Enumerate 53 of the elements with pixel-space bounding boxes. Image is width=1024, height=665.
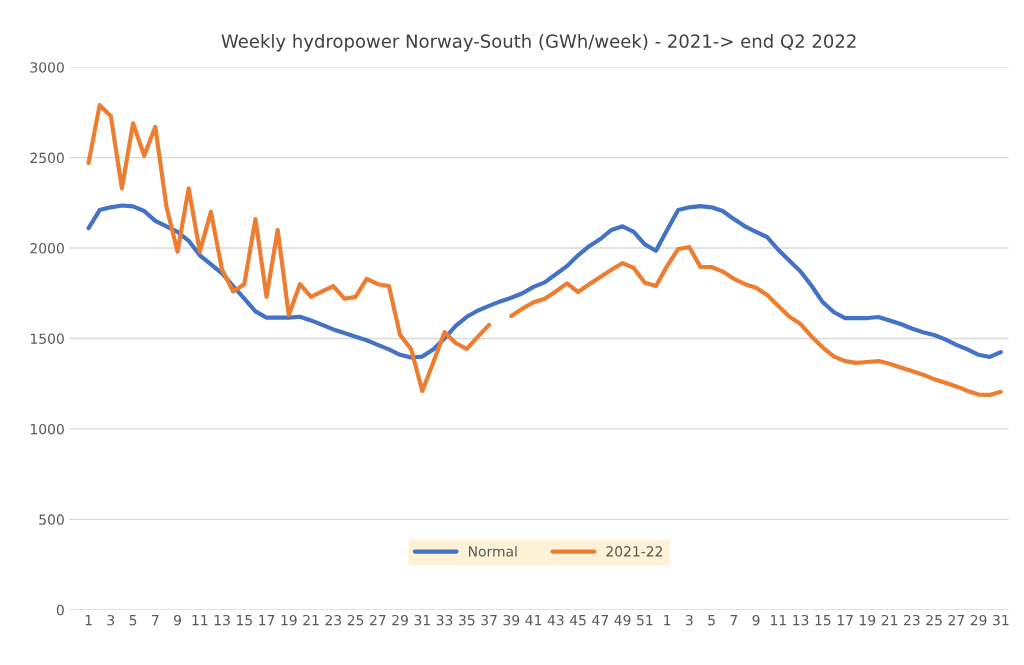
x-tick-label: 25	[347, 614, 364, 626]
x-tick-label: 21	[303, 614, 319, 626]
x-tick-label: 33	[436, 614, 453, 626]
x-tick-label: 35	[459, 614, 475, 626]
x-tick-label: 25	[926, 614, 942, 626]
x-tick-label: 27	[369, 614, 386, 626]
x-tick-label: 39	[503, 614, 520, 626]
y-tick-label: 2000	[30, 243, 64, 254]
x-tick-label: 3	[107, 614, 115, 626]
x-tick-label: 45	[569, 615, 586, 626]
y-tick-label: 0	[56, 604, 64, 616]
x-tick-label: 51	[637, 615, 653, 626]
chart-title: Weekly hydropower Norway-South (GWh/week) - 2021-> end Q2 2022	[221, 34, 856, 52]
y-tick-label: 1000	[30, 423, 64, 435]
x-tick-label: 37	[481, 614, 497, 626]
x-tick-label: 43	[547, 614, 564, 626]
x-tick-label: 9	[174, 614, 181, 626]
x-tick-label: 29	[970, 614, 987, 626]
x-tick-label: 13	[793, 614, 809, 626]
x-tick-label: 19	[281, 614, 297, 626]
x-tick-label: 11	[192, 615, 208, 626]
y-tick-label: 3000	[30, 62, 64, 73]
x-tick-label: 19	[860, 614, 876, 626]
line-series	[86, 203, 1003, 360]
x-tick-label: 49	[614, 614, 631, 626]
x-tick-label: 1	[664, 615, 671, 626]
x-tick-label: 31	[414, 614, 430, 626]
x-tick-label: 27	[948, 614, 964, 626]
x-tick-label: 7	[730, 615, 738, 626]
x-tick-label: 13	[214, 614, 230, 626]
legend-label: Normal	[468, 545, 517, 557]
x-tick-label: 15	[236, 615, 252, 626]
y-tick-label: 2500	[30, 152, 64, 164]
legend-label: 2021-22	[606, 546, 663, 557]
x-tick-label: 23	[325, 614, 342, 626]
x-tick-label: 23	[904, 614, 920, 626]
x-tick-label: 29	[392, 614, 408, 626]
x-tick-label: 11	[771, 615, 786, 626]
x-tick-label: 41	[525, 615, 542, 626]
x-tick-label: 1	[85, 615, 92, 626]
y-tick-label: 1500	[30, 333, 64, 344]
x-tick-label: 21	[881, 614, 898, 626]
x-tick-label: 17	[837, 615, 853, 626]
x-tick-label: 17	[259, 615, 275, 626]
x-tick-label: 31	[993, 614, 1009, 626]
x-tick-label: 5	[129, 615, 137, 626]
x-tick-label: 15	[815, 615, 831, 626]
x-tick-label: 7	[152, 615, 159, 626]
x-tick-label: 5	[708, 615, 715, 626]
x-tick-label: 47	[592, 615, 608, 626]
x-tick-label: 3	[685, 614, 693, 626]
y-tick-label: 500	[39, 514, 64, 525]
x-tick-label: 9	[752, 614, 760, 626]
